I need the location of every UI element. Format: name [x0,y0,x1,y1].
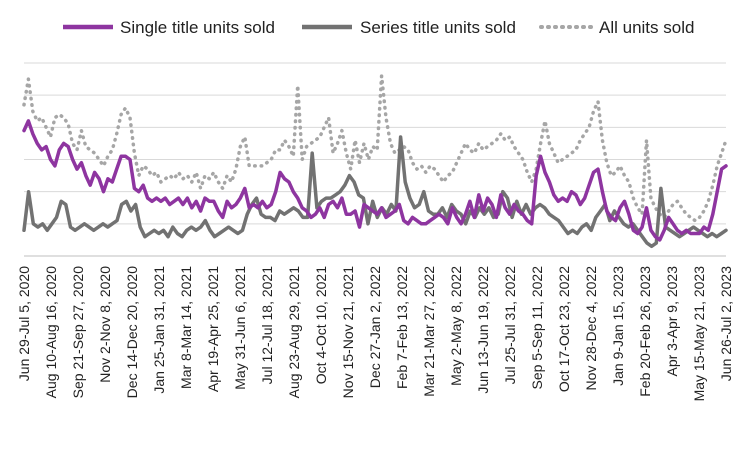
x-tick-label: Feb 20-Feb 26, 2023 [637,266,653,397]
legend: Single title units sold Series title uni… [63,18,694,37]
series-layer [22,74,728,249]
series-line-series-title [22,135,728,249]
gridlines [24,62,726,257]
x-tick-label: Mar 21-Mar 27, 2022 [421,266,437,397]
x-tick-label: Jan 9-Jan 15, 2023 [610,266,626,386]
x-tick-label: Nov 28-Dec 4, 2022 [583,266,599,391]
x-tick-label: Feb 7-Feb 13, 2022 [394,266,410,389]
x-tick-label: Jun 29-Jul 5, 2020 [16,266,32,381]
series-line-single-title [22,119,728,242]
x-tick-label: Apr 19-Apr 25, 2021 [205,266,221,392]
series-line-all-units [22,74,728,223]
legend-label-single: Single title units sold [120,18,275,37]
x-tick-label: Aug 10-Aug 16, 2020 [43,266,59,399]
x-tick-label: Aug 23-Aug 29, 2021 [286,266,302,399]
x-tick-label: Sep 5-Sep 11, 2022 [529,266,545,390]
x-tick-label: Jun 26-Jul 2, 2023 [718,266,734,381]
x-tick-label: Jul 12-Jul 18, 2021 [259,266,275,385]
legend-item-single: Single title units sold [63,18,275,37]
x-tick-label: May 15-May 21, 2023 [691,266,707,402]
x-tick-label: May 31-Jun 6, 2021 [232,266,248,390]
x-tick-label: Nov 2-Nov 8, 2020 [97,266,113,383]
x-tick-label: Jan 25-Jan 31, 2021 [151,266,167,394]
x-tick-label: Nov 15-Nov 21, 2021 [340,266,356,399]
x-tick-label: Mar 8-Mar 14, 2021 [178,266,194,389]
x-tick-label: May 2-May 8, 2022 [448,266,464,386]
legend-item-all: All units sold [539,18,694,37]
legend-label-series: Series title units sold [360,18,516,37]
x-tick-label: Apr 3-Apr 9, 2023 [664,266,680,377]
legend-item-series: Series title units sold [302,18,516,37]
x-tick-label: Oct 4-Oct 10, 2021 [313,266,329,384]
x-tick-label: Oct 17-Oct 23, 2022 [556,266,572,392]
x-tick-label: Sep 21-Sep 27, 2020 [70,266,86,399]
x-tick-label: Jul 25-Jul 31, 2022 [502,266,518,385]
legend-label-all: All units sold [599,18,694,37]
x-tick-label: Jun 13-Jun 19, 2022 [475,266,491,394]
x-axis-tick-labels: Jun 29-Jul 5, 2020 Aug 10-Aug 16, 2020 Sep… [16,266,734,402]
x-tick-label: Dec 14-Dec 20, 2020 [124,266,140,399]
x-tick-label: Dec 27-Jan 2, 2022 [367,266,383,388]
